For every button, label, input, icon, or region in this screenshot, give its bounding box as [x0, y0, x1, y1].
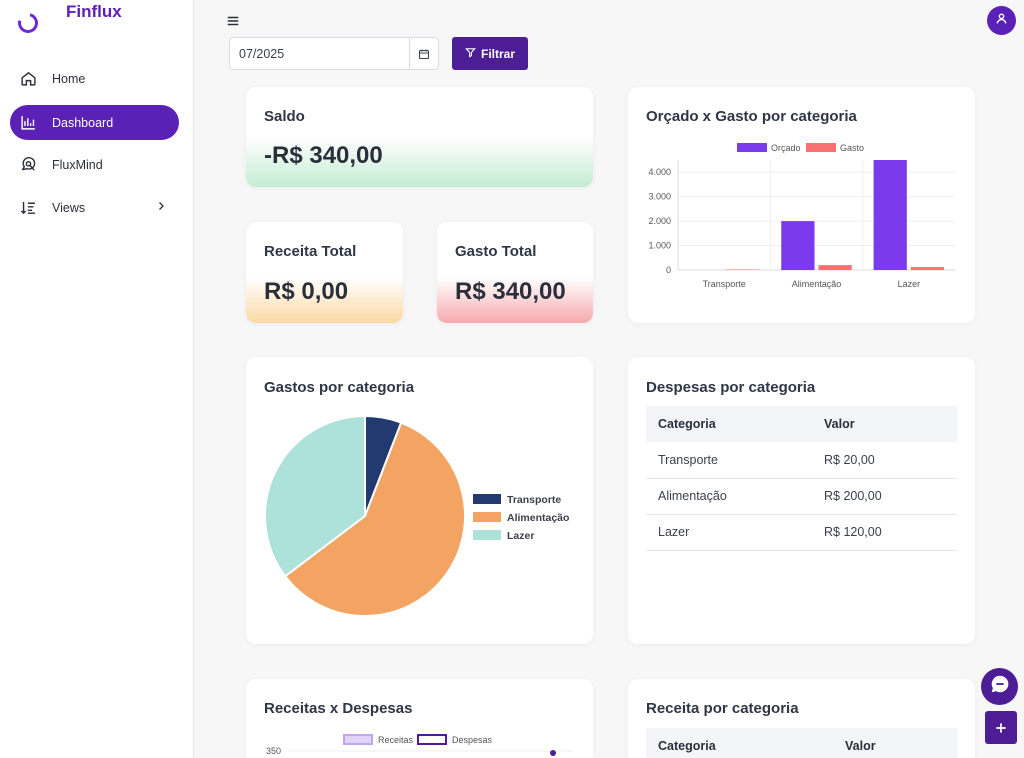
cell-valor: R$ 200,00 [812, 478, 957, 515]
receita-total-title: Receita Total [264, 243, 357, 260]
sidebar-item-label: Views [52, 200, 86, 215]
sidebar-item-label: FluxMind [52, 157, 103, 172]
legend-swatch [473, 530, 501, 540]
bar-orcado-2 [873, 160, 907, 270]
saldo-card: Saldo -R$ 340,00 [246, 87, 593, 187]
legend-label: Gasto [840, 143, 864, 153]
month-picker[interactable]: 07/2025 [229, 37, 439, 70]
legend-label: Receitas [378, 735, 414, 745]
saldo-value: -R$ 340,00 [264, 142, 383, 169]
y-tick-label: 4.000 [648, 167, 671, 177]
legend-swatch [473, 512, 501, 522]
x-tick-label: Transporte [703, 279, 746, 289]
receitas-despesas-card: Receitas x Despesas Receitas Despesas 350 [246, 679, 593, 758]
column-header-valor: Valor [812, 406, 957, 442]
gastos-categoria-card: Gastos por categoria Transporte Alimentaç… [246, 357, 593, 644]
y-tick-label: 0 [666, 265, 671, 275]
receita-categoria-title: Receita por categoria [646, 700, 799, 717]
column-header-categoria: Categoria [646, 728, 833, 758]
receitas-despesas-chart: Receitas Despesas 350 [266, 734, 573, 756]
x-tick-label: Alimentação [792, 279, 842, 289]
cell-categoria: Lazer [646, 514, 812, 551]
legend-swatch [473, 494, 501, 504]
sidebar: Finflux Home Dashboard FluxMind Views [0, 0, 194, 758]
pie-slice-2 [264, 414, 366, 578]
home-icon [19, 70, 37, 88]
chat-search-icon [19, 156, 37, 174]
table-row: Alimentação R$ 200,00 [646, 478, 957, 515]
gasto-total-value: R$ 340,00 [455, 278, 566, 305]
legend-swatch [737, 143, 767, 152]
legend-label: Orçado [771, 143, 801, 153]
x-tick-label: Lazer [898, 279, 921, 289]
receita-table: Categoria Valor [646, 728, 957, 758]
receita-total-card: Receita Total R$ 0,00 [246, 222, 403, 323]
chat-bubble-icon [989, 673, 1011, 700]
sidebar-item-views[interactable]: Views [10, 190, 179, 225]
month-input[interactable]: 07/2025 [239, 46, 285, 61]
orcado-gasto-card: Orçado x Gasto por categoria 0 1.000 2.000… [628, 87, 975, 323]
plus-icon [994, 715, 1008, 741]
bar-gasto-1 [818, 265, 852, 270]
legend-swatch [806, 143, 836, 152]
saldo-title: Saldo [264, 108, 305, 125]
user-icon [995, 12, 1008, 30]
bar-chart-icon [19, 114, 37, 132]
sidebar-item-label: Dashboard [52, 115, 114, 130]
table-row: Transporte R$ 20,00 [646, 442, 957, 479]
gastos-categoria-title: Gastos por categoria [264, 379, 415, 396]
orcado-gasto-title: Orçado x Gasto por categoria [646, 108, 857, 125]
y-tick-label: 3.000 [648, 192, 671, 202]
sidebar-item-label: Home [52, 71, 86, 86]
gasto-total-card: Gasto Total R$ 340,00 [437, 222, 593, 323]
sidebar-item-dashboard[interactable]: Dashboard [10, 105, 179, 140]
pie-slice-1 [283, 421, 466, 617]
add-button[interactable] [985, 711, 1017, 744]
cell-valor: R$ 120,00 [812, 514, 957, 551]
despesas-categoria-card: Despesas por categoria Categoria Valor T… [628, 357, 975, 644]
table-header-row: Categoria Valor [646, 728, 957, 758]
filter-button[interactable]: Filtrar [452, 37, 528, 70]
bar-gasto-2 [910, 267, 945, 270]
column-header-categoria: Categoria [646, 406, 812, 442]
despesas-table: Categoria Valor Transporte R$ 20,00 Alim… [646, 406, 957, 551]
sidebar-item-fluxmind[interactable]: FluxMind [10, 147, 179, 182]
cell-categoria: Alimentação [646, 478, 812, 515]
brand[interactable] [14, 9, 42, 37]
menu-icon[interactable] [226, 14, 240, 33]
bar-orcado-1 [781, 221, 815, 270]
sidebar-item-home[interactable]: Home [10, 61, 179, 96]
legend-label: Despesas [452, 735, 493, 745]
legend-label: Transporte [507, 494, 561, 506]
receitas-despesas-title: Receitas x Despesas [264, 700, 413, 717]
legend-swatch [343, 734, 373, 745]
cell-valor: R$ 20,00 [812, 442, 957, 479]
calendar-icon[interactable] [409, 38, 438, 69]
column-header-valor: Valor [833, 728, 957, 758]
filter-icon [465, 47, 476, 61]
orcado-gasto-chart: 0 1.000 2.000 3.000 4.000 Transporte Alimentaç… [648, 143, 955, 289]
filter-button-label: Filtrar [480, 46, 515, 61]
legend-label: Lazer [507, 530, 534, 542]
chat-button[interactable] [981, 668, 1018, 705]
cell-categoria: Transporte [646, 442, 812, 479]
app-name: Finflux [66, 2, 122, 21]
data-point [550, 750, 556, 756]
y-tick-label: 2.000 [648, 216, 671, 226]
sort-list-icon [19, 199, 37, 217]
table-row: Lazer R$ 120,00 [646, 514, 957, 551]
y-tick-label: 1.000 [648, 241, 671, 251]
despesas-categoria-title: Despesas por categoria [646, 379, 816, 396]
user-avatar-button[interactable] [987, 6, 1016, 35]
receita-categoria-card: Receita por categoria Categoria Valor [628, 679, 975, 758]
legend-swatch [417, 734, 447, 745]
chevron-right-icon [155, 199, 167, 216]
y-tick-label: 350 [266, 746, 281, 756]
gastos-categoria-chart: Transporte Alimentação Lazer [264, 414, 569, 617]
legend-label: Alimentação [507, 512, 569, 524]
finflux-logo-icon [14, 9, 42, 37]
gasto-total-title: Gasto Total [455, 243, 537, 260]
table-header-row: Categoria Valor [646, 406, 957, 442]
receita-total-value: R$ 0,00 [264, 278, 349, 305]
